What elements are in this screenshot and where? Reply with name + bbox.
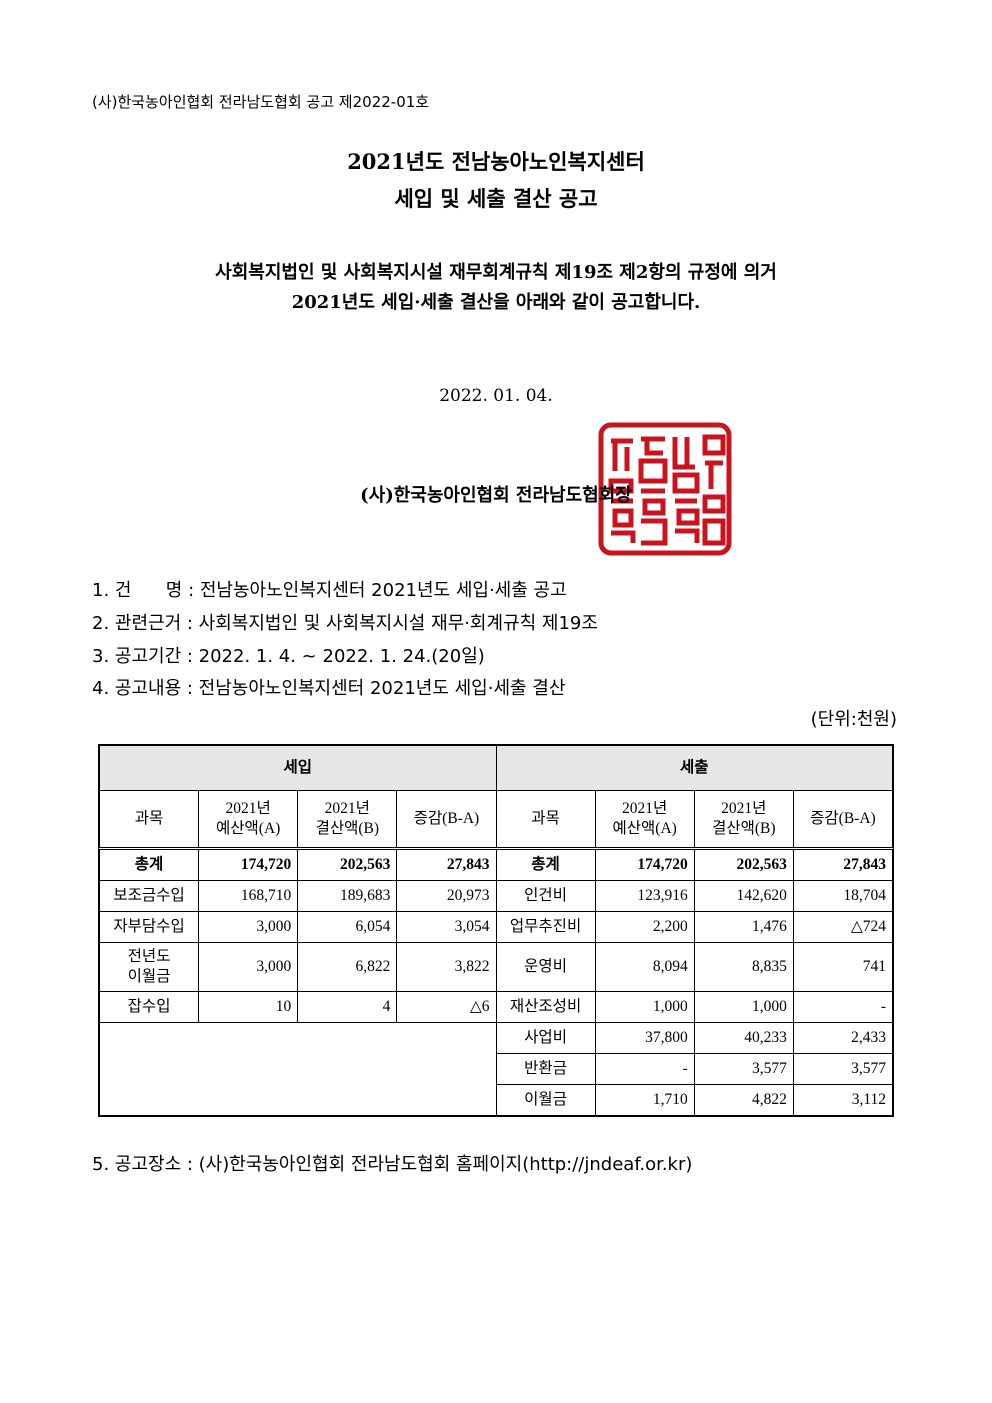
revenue-item: 총계 <box>98 848 200 881</box>
expense-value: 8,094 <box>594 942 695 992</box>
expense-value: 1,476 <box>693 911 794 943</box>
expense-item: 반환금 <box>495 1053 596 1085</box>
revenue-value: 189,683 <box>297 880 398 912</box>
expense-item: 사업비 <box>495 1022 596 1054</box>
expense-item: 재산조성비 <box>495 991 596 1023</box>
expense-item: 인건비 <box>495 880 596 912</box>
table-row: 전년도 이월금 3,000 6,822 3,822 운영비 8,094 8,835 741 <box>98 942 894 992</box>
expense-value: 2,200 <box>594 911 695 943</box>
table-row: 사업비 37,800 40,233 2,433 <box>99 1022 894 1116</box>
expense-value: 1,000 <box>594 991 695 1023</box>
expense-item: 이월금 <box>495 1084 596 1116</box>
expense-value: - <box>594 1053 695 1085</box>
table-row: 반환금 -3,577 3,577 <box>100 1053 894 1085</box>
revenue-item: 잡수입 <box>98 991 200 1023</box>
expense-header: 세출 <box>495 745 893 791</box>
expense-value: 4,822 <box>693 1084 794 1116</box>
notice-number: (사)한국농아인협회 전라남도협회 공고 제2022-01호 <box>92 93 430 111</box>
unit-label: (단위:천원) <box>810 709 897 730</box>
column-header: 2021년 예산액(A) <box>198 790 299 850</box>
revenue-value: 6,822 <box>297 942 398 992</box>
expense-value: 8,835 <box>693 942 794 992</box>
column-header: 과목 <box>495 790 596 850</box>
table-row: 총계 174,720 202,563 27,843 총계 174,720 202,563 27… <box>98 848 894 881</box>
expense-value: 142,620 <box>693 880 794 912</box>
revenue-value: 202,563 <box>297 848 398 881</box>
expense-value: 40,233 <box>693 1022 794 1054</box>
revenue-value: 174,720 <box>198 848 299 881</box>
official-seal-icon <box>598 422 732 556</box>
expense-value: 123,916 <box>594 880 695 912</box>
page-title-line2: 세입 및 세출 결산 공고 <box>394 186 598 211</box>
revenue-value: 3,000 <box>198 911 299 943</box>
expense-value: 37,800 <box>594 1022 695 1054</box>
notice-date: 2022. 01. 04. <box>439 386 553 406</box>
column-header: 과목 <box>98 790 200 850</box>
revenue-value: 3,054 <box>396 911 497 943</box>
expense-value: 1,000 <box>693 991 794 1023</box>
revenue-value: 27,843 <box>396 848 497 881</box>
expense-value: - <box>792 991 894 1023</box>
intro-line2: 2021년도 세입·세출 결산을 아래와 같이 공고합니다. <box>291 292 701 313</box>
revenue-value: △6 <box>396 991 497 1023</box>
list-item: 5. 공고장소 : (사)한국농아인협회 전라남도협회 홈페이지(http://… <box>92 1154 693 1175</box>
column-header: 2021년 결산액(B) <box>693 790 794 850</box>
expense-value: △724 <box>792 911 894 943</box>
revenue-value: 4 <box>297 991 398 1023</box>
empty-cell <box>99 1022 497 1116</box>
revenue-value: 3,822 <box>396 942 497 992</box>
revenue-value: 10 <box>198 991 299 1023</box>
expense-value: 174,720 <box>594 848 695 881</box>
revenue-value: 168,710 <box>198 880 299 912</box>
list-item: 3. 공고기간 : 2022. 1. 4. ~ 2022. 1. 24.(20일… <box>92 646 485 667</box>
expense-value: 3,577 <box>693 1053 794 1085</box>
revenue-value: 6,054 <box>297 911 398 943</box>
page-title-line1: 2021년도 전남농아노인복지센터 <box>347 149 645 174</box>
revenue-item: 보조금수입 <box>98 880 200 912</box>
expense-item: 업무추진비 <box>495 911 596 943</box>
column-header: 증감(B-A) <box>792 790 894 850</box>
intro-line1: 사회복지법인 및 사회복지시설 재무회계규칙 제19조 제2항의 규정에 의거 <box>215 262 777 283</box>
expense-item: 총계 <box>495 848 596 881</box>
list-item: 4. 공고내용 : 전남농아노인복지센터 2021년도 세입·세출 결산 <box>92 678 566 699</box>
expense-value: 1,710 <box>594 1084 695 1116</box>
revenue-value: 20,973 <box>396 880 497 912</box>
expense-value: 27,843 <box>792 848 894 881</box>
table-row: 자부담수입 3,000 6,054 3,054 업무추진비 2,200 1,476 △724 <box>98 911 894 943</box>
budget-table: 세입 세출 과목 2021년 예산액(A) 2021년 결산액(B) 증감(B-A) 과목 2… <box>98 745 894 1116</box>
column-header: 2021년 결산액(B) <box>297 790 398 850</box>
revenue-header: 세입 <box>99 745 497 791</box>
expense-item: 운영비 <box>495 942 596 992</box>
table-row: 이월금 1,710 4,822 3,112 <box>100 1084 894 1116</box>
expense-value: 3,577 <box>792 1053 894 1085</box>
revenue-item: 자부담수입 <box>98 911 200 943</box>
table-column-row: 과목 2021년 예산액(A) 2021년 결산액(B) 증감(B-A) 과목 2021년… <box>98 790 894 850</box>
revenue-value: 3,000 <box>198 942 299 992</box>
table-row: 보조금수입 168,710 189,683 20,973 인건비 123,916 142,6… <box>98 880 894 912</box>
expense-value: 202,563 <box>693 848 794 881</box>
table-row: 잡수입 10 4 △6 재산조성비 1,000 1,000- <box>98 991 894 1023</box>
signatory: (사)한국농아인협회 전라남도협회장 <box>360 485 632 506</box>
expense-value: 741 <box>792 942 894 992</box>
revenue-item: 전년도 이월금 <box>98 942 200 992</box>
column-header: 2021년 예산액(A) <box>594 790 695 850</box>
table-header-row: 세입 세출 <box>99 745 893 791</box>
list-item: 1. 건 명 : 전남농아노인복지센터 2021년도 세입·세출 공고 <box>92 580 567 601</box>
list-item: 2. 관련근거 : 사회복지법인 및 사회복지시설 재무·회계규칙 제19조 <box>92 613 598 634</box>
column-header: 증감(B-A) <box>396 790 497 850</box>
expense-value: 2,433 <box>792 1022 894 1054</box>
expense-value: 3,112 <box>792 1084 894 1116</box>
expense-value: 18,704 <box>792 880 894 912</box>
